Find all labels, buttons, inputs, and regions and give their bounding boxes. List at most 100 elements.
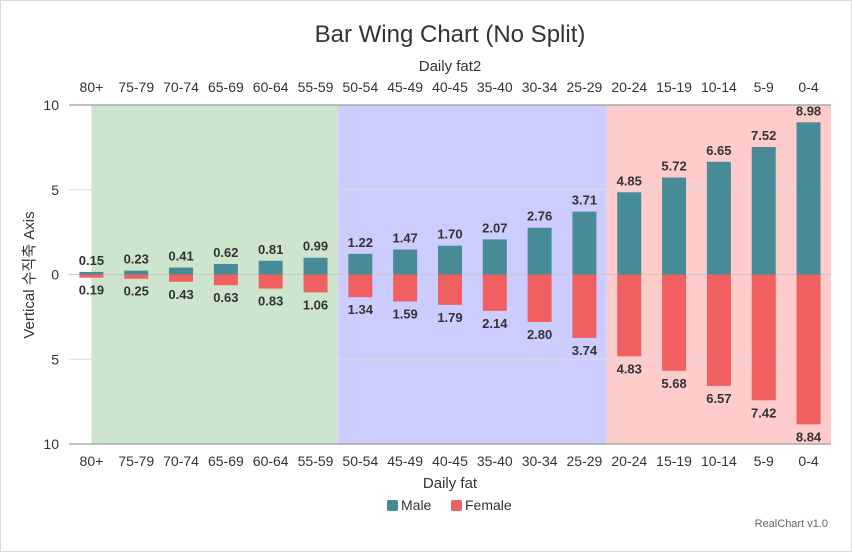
female-value-label: 4.83	[617, 361, 642, 376]
data-labels: 0.15 0.19 0.23 0.25 0.41 0.43 0.62 0.63 0.81 0.83…	[79, 103, 822, 444]
x-top-tick-label: 5-9	[754, 79, 774, 95]
bar-female[interactable]	[258, 274, 283, 289]
bar-female[interactable]	[662, 274, 687, 371]
bar-male[interactable]	[258, 260, 283, 275]
bar-male[interactable]	[437, 245, 462, 275]
female-value-label: 2.80	[527, 327, 552, 342]
bar-female[interactable]	[393, 274, 418, 302]
bar-female[interactable]	[572, 274, 597, 338]
x-top-tick-label: 25-29	[567, 79, 603, 95]
y-axis-ticks: 10 5 0 5 10	[43, 97, 59, 452]
x-bottom-axis-title: Daily fat	[423, 475, 478, 492]
x-top-tick-label: 75-79	[118, 79, 154, 95]
x-bottom-tick-label: 50-54	[342, 453, 378, 469]
x-bottom-tick-label: 35-40	[477, 453, 513, 469]
bar-male[interactable]	[482, 239, 507, 275]
female-value-label: 1.59	[392, 306, 417, 321]
bar-male[interactable]	[169, 267, 194, 275]
legend-marker-female[interactable]	[451, 500, 462, 511]
male-value-label: 0.15	[79, 253, 104, 268]
bar-female[interactable]	[79, 274, 104, 278]
male-value-label: 1.70	[437, 227, 462, 242]
x-top-tick-label: 65-69	[208, 79, 244, 95]
female-value-label: 1.34	[348, 302, 374, 317]
female-value-label: 7.42	[751, 405, 776, 420]
bar-male[interactable]	[527, 227, 552, 275]
bar-male[interactable]	[572, 211, 597, 275]
x-bottom-tick-label: 20-24	[611, 453, 647, 469]
female-value-label: 2.14	[482, 316, 508, 331]
male-value-label: 4.85	[617, 173, 642, 188]
x-top-tick-label: 20-24	[611, 79, 647, 95]
bar-female[interactable]	[303, 274, 328, 293]
x-bottom-tick-label: 45-49	[387, 453, 423, 469]
x-top-axis-ticks: 80+ 75-79 70-74 65-69 60-64 55-59 50-54 45-49 40…	[80, 79, 819, 95]
legend-label-male[interactable]: Male	[401, 497, 432, 513]
bar-female[interactable]	[169, 274, 194, 282]
male-value-label: 1.22	[348, 235, 373, 250]
x-bottom-tick-label: 70-74	[163, 453, 199, 469]
bar-male[interactable]	[796, 122, 821, 275]
y-axis-title: Vertical 수직축 Axis	[21, 211, 38, 338]
bar-male[interactable]	[348, 253, 373, 275]
female-value-label: 1.79	[437, 310, 462, 325]
female-value-label: 0.25	[124, 284, 149, 299]
bar-female[interactable]	[124, 274, 149, 279]
male-value-label: 0.23	[124, 252, 149, 267]
chart-title: Bar Wing Chart (No Split)	[315, 21, 586, 48]
x-top-tick-label: 50-54	[342, 79, 378, 95]
x-top-tick-label: 55-59	[298, 79, 334, 95]
bar-female[interactable]	[527, 274, 552, 322]
bar-male[interactable]	[303, 257, 328, 275]
male-value-label: 0.81	[258, 242, 283, 257]
y-tick-label: 0	[51, 267, 59, 283]
female-value-label: 0.19	[79, 283, 104, 298]
x-top-tick-label: 15-19	[656, 79, 692, 95]
x-top-tick-label: 40-45	[432, 79, 468, 95]
bar-female[interactable]	[706, 274, 731, 386]
x-top-tick-label: 70-74	[163, 79, 199, 95]
legend-marker-male[interactable]	[387, 500, 398, 511]
bar-female[interactable]	[751, 274, 776, 401]
bar-male[interactable]	[617, 192, 642, 275]
bar-female[interactable]	[617, 274, 642, 357]
x-top-tick-label: 80+	[80, 79, 104, 95]
bar-male[interactable]	[124, 270, 149, 275]
x-top-tick-label: 45-49	[387, 79, 423, 95]
bar-female[interactable]	[796, 274, 821, 425]
x-bottom-tick-label: 5-9	[754, 453, 774, 469]
female-value-label: 0.83	[258, 294, 283, 309]
x-top-tick-label: 0-4	[798, 79, 818, 95]
legend[interactable]: Male Female	[387, 497, 512, 513]
x-bottom-tick-label: 65-69	[208, 453, 244, 469]
legend-label-female[interactable]: Female	[465, 497, 512, 513]
x-bottom-tick-label: 60-64	[253, 453, 289, 469]
male-value-label: 0.62	[213, 245, 238, 260]
bar-male[interactable]	[751, 147, 776, 275]
bar-male[interactable]	[706, 161, 731, 275]
x-bottom-tick-label: 40-45	[432, 453, 468, 469]
bar-female[interactable]	[213, 274, 238, 286]
bar-male[interactable]	[662, 177, 687, 275]
male-value-label: 2.76	[527, 209, 552, 224]
x-bottom-axis-ticks: 80+ 75-79 70-74 65-69 60-64 55-59 50-54 45-49 40…	[80, 453, 819, 469]
male-value-label: 1.47	[392, 231, 417, 246]
x-top-tick-label: 60-64	[253, 79, 289, 95]
x-bottom-tick-label: 10-14	[701, 453, 737, 469]
bar-female[interactable]	[348, 274, 373, 298]
y-tick-label: 5	[51, 182, 59, 198]
bar-male[interactable]	[79, 271, 104, 275]
bar-male[interactable]	[393, 249, 418, 275]
bar-female[interactable]	[482, 274, 507, 311]
bar-male[interactable]	[213, 263, 238, 275]
female-value-label: 0.63	[213, 290, 238, 305]
female-value-label: 5.68	[661, 376, 686, 391]
female-value-label: 6.57	[706, 391, 731, 406]
x-bottom-tick-label: 75-79	[118, 453, 154, 469]
male-value-label: 6.65	[706, 143, 731, 158]
x-bottom-tick-label: 0-4	[798, 453, 818, 469]
bar-female[interactable]	[437, 274, 462, 305]
x-bottom-tick-label: 15-19	[656, 453, 692, 469]
male-value-label: 0.99	[303, 239, 328, 254]
